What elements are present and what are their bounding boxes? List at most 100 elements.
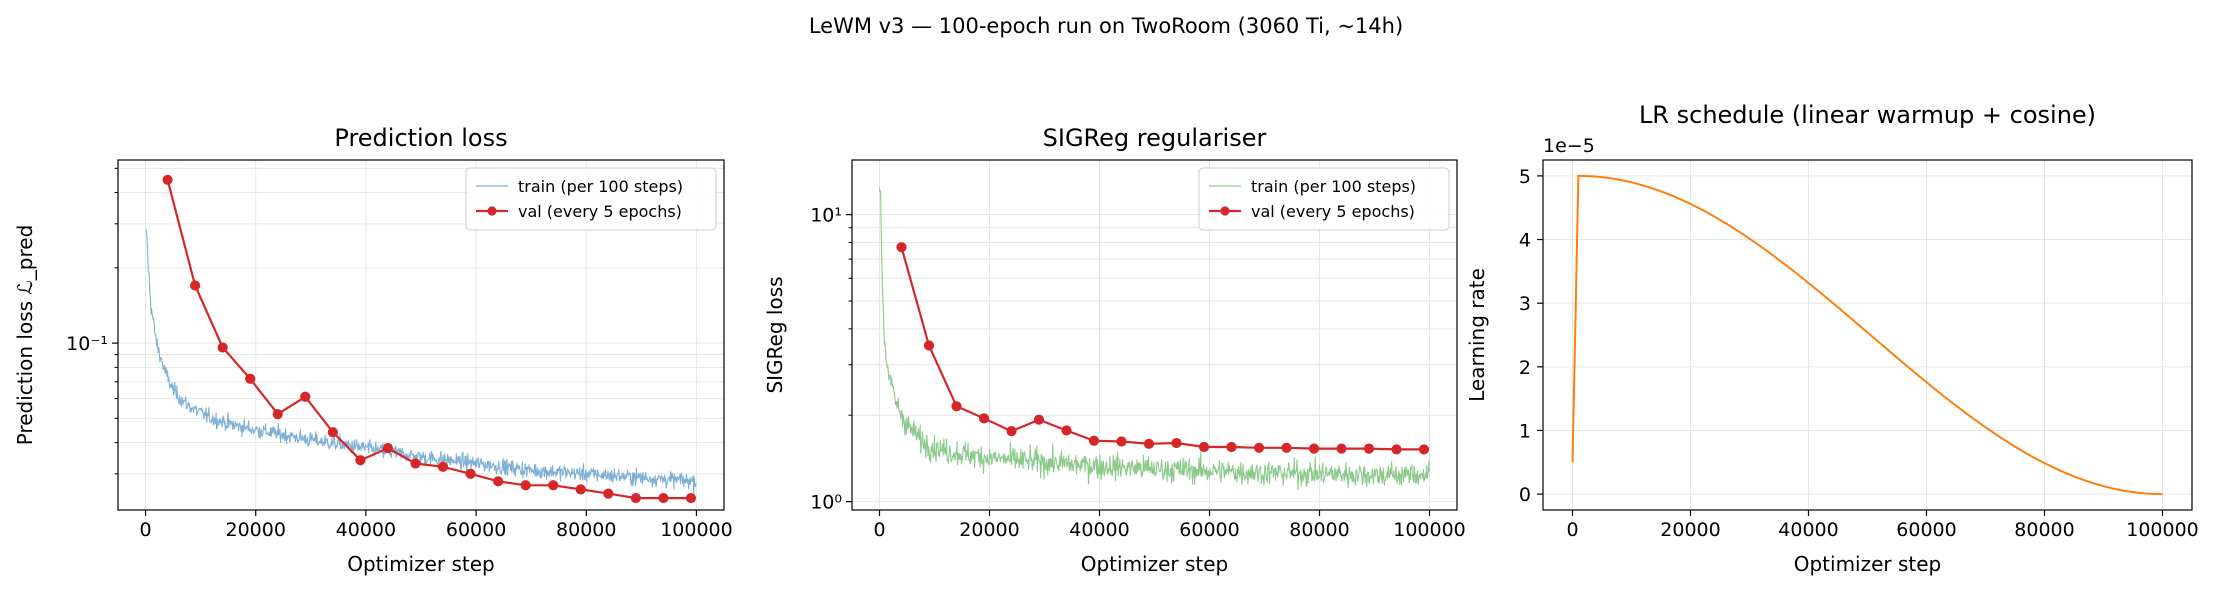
axes-frame	[1542, 159, 2193, 511]
val-marker	[575, 484, 586, 495]
legend-label: train (per 100 steps)	[1251, 177, 1416, 196]
val-marker	[923, 340, 935, 351]
panel-title: Prediction loss	[334, 124, 507, 152]
panel-title: LR schedule (linear warmup + cosine)	[1639, 101, 2096, 129]
x-tick-label: 100000	[660, 519, 733, 541]
x-tick-label: 40000	[1778, 519, 1838, 541]
x-axis-label: Optimizer step	[347, 552, 495, 576]
y-axis-label: Prediction loss ℒ_pred	[13, 225, 37, 446]
x-tick-label: 20000	[226, 519, 286, 541]
x-tick-label: 80000	[2014, 519, 2074, 541]
legend-marker	[487, 206, 497, 216]
val-marker	[1006, 426, 1017, 437]
legend-box	[1198, 167, 1450, 231]
x-tick-label: 80000	[1289, 519, 1349, 541]
y-tick-label: 2	[1519, 357, 1531, 379]
val-marker	[548, 480, 559, 491]
x-tick-label: 20000	[1660, 519, 1720, 541]
x-tick-label: 60000	[446, 519, 506, 541]
lr-schedule-panel: 0 20000 40000 60000 80000 100000 0 1 2 3 4 5 1e−5 LR …	[1465, 101, 2199, 576]
y-tick-label: 10⁻¹	[66, 333, 108, 355]
val-marker	[162, 174, 173, 185]
x-tick-label: 60000	[1179, 519, 1239, 541]
y-axis-label: SIGReg loss	[763, 276, 787, 393]
x-axis-label: Optimizer step	[1081, 552, 1229, 576]
y-tick-label: 10¹	[810, 205, 842, 227]
val-marker	[382, 443, 394, 454]
x-tick-label: 40000	[336, 519, 396, 541]
val-marker	[300, 391, 311, 402]
val-marker	[658, 492, 669, 504]
val-marker	[603, 488, 614, 499]
val-marker	[327, 427, 338, 438]
val-marker	[437, 461, 449, 472]
train-series-line	[145, 229, 697, 494]
y-tick-label: 1	[1519, 420, 1531, 442]
val-marker	[1281, 442, 1292, 453]
x-tick-label: 0	[873, 519, 885, 541]
val-marker	[217, 342, 228, 353]
val-marker	[1143, 438, 1155, 449]
y-axis-label: Learning rate	[1465, 268, 1489, 402]
axes-frame	[851, 159, 1458, 511]
val-marker	[1033, 414, 1045, 425]
val-marker	[1253, 442, 1265, 453]
x-tick-label: 0	[139, 519, 151, 541]
train-series-line	[878, 187, 1431, 491]
x-tick-label: 100000	[2126, 519, 2199, 541]
val-marker	[1226, 441, 1237, 453]
val-marker	[1418, 444, 1430, 455]
legend-label: train (per 100 steps)	[518, 177, 683, 196]
y-tick-label: 10⁰	[810, 492, 842, 514]
val-marker	[493, 476, 504, 487]
prediction-loss-panel: 0 20000 40000 60000 80000 100000 10⁻¹ Predictio…	[13, 124, 733, 576]
val-marker	[951, 401, 962, 412]
legend-box	[465, 167, 717, 231]
x-tick-label: 20000	[959, 519, 1019, 541]
val-marker	[1308, 443, 1320, 454]
y-offset-text: 1e−5	[1543, 135, 1595, 157]
axes-frame	[117, 159, 725, 511]
val-marker	[1363, 443, 1375, 454]
val-marker	[1171, 437, 1182, 449]
val-marker	[978, 413, 990, 424]
figure-suptitle: LeWM v3 — 100-epoch run on TwoRoom (3060…	[809, 14, 1403, 38]
panel-title: SIGReg regulariser	[1043, 124, 1267, 152]
y-tick-label: 5	[1519, 166, 1531, 188]
val-marker	[1088, 435, 1100, 446]
val-marker	[520, 480, 531, 491]
grid-lines	[1543, 160, 2192, 510]
val-marker	[1061, 425, 1072, 436]
sigreg-panel: 0 20000 40000 60000 80000 100000 10⁰ 10¹ SIGReg …	[763, 124, 1466, 576]
y-tick-label: 4	[1519, 230, 1531, 252]
val-marker	[896, 242, 907, 253]
x-tick-label: 0	[1566, 519, 1578, 541]
val-marker	[355, 455, 366, 466]
x-tick-label: 60000	[1896, 519, 1956, 541]
val-marker	[272, 409, 283, 420]
x-tick-label: 100000	[1393, 519, 1466, 541]
plot-area	[145, 174, 697, 504]
plot-area	[878, 187, 1431, 491]
x-tick-label: 80000	[556, 519, 616, 541]
val-marker	[1336, 443, 1347, 454]
x-tick-label: 40000	[1069, 519, 1129, 541]
y-tick-label: 3	[1519, 293, 1531, 315]
val-marker	[1198, 441, 1210, 453]
x-axis-label: Optimizer step	[1794, 552, 1942, 576]
val-marker	[410, 458, 421, 469]
val-marker	[630, 492, 641, 504]
legend-label: val (every 5 epochs)	[1251, 202, 1415, 221]
val-marker	[1391, 444, 1402, 455]
legend-marker	[1220, 206, 1230, 216]
val-marker	[685, 492, 697, 504]
lr-series-line	[1571, 174, 2163, 496]
val-marker	[465, 468, 476, 479]
val-marker	[1116, 436, 1127, 447]
y-tick-label: 0	[1519, 484, 1531, 506]
val-marker	[245, 373, 256, 384]
legend-label: val (every 5 epochs)	[518, 202, 682, 221]
val-marker	[190, 280, 201, 291]
plot-area	[1571, 174, 2163, 496]
